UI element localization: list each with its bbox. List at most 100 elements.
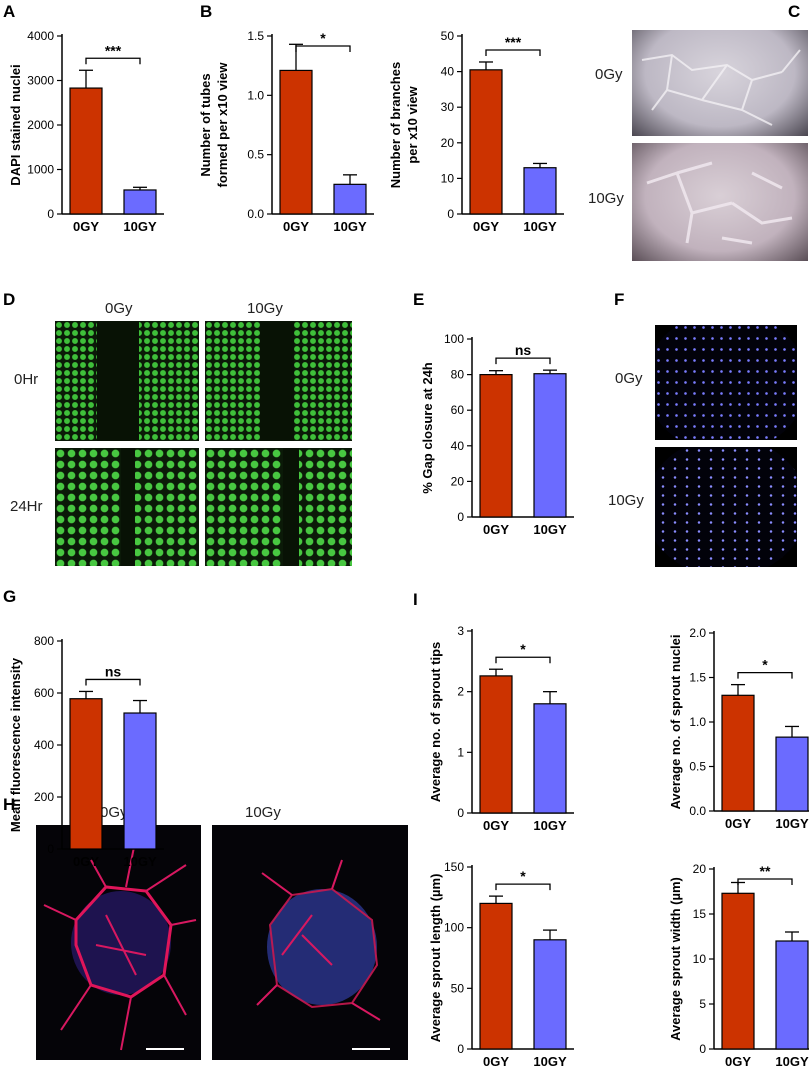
bar-b2-10gy (523, 167, 557, 215)
f-label-0gy: 0Gy (615, 370, 643, 387)
bar-a-10gy (123, 189, 157, 215)
significance-bracket-b1 (295, 45, 351, 52)
dapi-nuclei-0gy (655, 325, 797, 440)
panel-label-b: B (200, 2, 213, 21)
y-tick-label-e: 80 (451, 368, 465, 382)
bar-i4-10gy (775, 940, 809, 1050)
y-tick-label-b2: 40 (441, 65, 455, 79)
significance-bracket-i4 (737, 878, 793, 885)
significance-label-g: ns (105, 663, 122, 679)
y-tick-label-i4: 10 (693, 952, 707, 966)
panel-label-d: D (3, 290, 16, 309)
significance-label-e: ns (515, 342, 532, 358)
dapi-image-10gy (655, 447, 797, 567)
x-tick-label-e: 0GY (483, 522, 509, 537)
f-label-10gy: 10Gy (608, 492, 644, 509)
wound-gap (260, 321, 294, 441)
wound-image-0gy-0hr (55, 321, 199, 441)
significance-bracket-a (85, 57, 141, 65)
y-tick-label-i2: 0.5 (689, 760, 706, 774)
y-axis-label-b1: formed per x10 view (215, 62, 230, 188)
y-tick-label-e: 60 (451, 403, 465, 417)
y-tick-label-a: 0 (47, 207, 54, 221)
significance-label-a: *** (105, 42, 122, 58)
y-tick-label-i2: 0.0 (689, 804, 706, 818)
x-tick-label-b2: 10GY (523, 219, 557, 234)
y-tick-label-a: 1000 (27, 163, 54, 177)
significance-bracket-i2 (737, 671, 793, 679)
y-tick-label-a: 2000 (27, 118, 54, 132)
y-tick-label-i2: 2.0 (689, 626, 706, 640)
y-tick-label-b1: 0.5 (247, 148, 264, 162)
bar-i3-10gy (533, 939, 567, 1050)
y-tick-label-b2: 30 (441, 100, 455, 114)
y-tick-label-i4: 0 (699, 1042, 706, 1056)
panel-label-i: I (413, 590, 418, 609)
tube-network-10gy (646, 161, 793, 245)
significance-label-i1: * (520, 641, 526, 657)
bar-i2-0gy (721, 694, 755, 812)
y-tick-label-g: 400 (34, 738, 54, 752)
h-col-label-10gy: 10Gy (245, 804, 281, 821)
significance-bracket-b2 (485, 49, 541, 56)
bar-e-10gy (533, 373, 567, 518)
panel-label-c: C (788, 2, 801, 21)
bar-a-0gy (69, 87, 103, 215)
bar-i4-0gy (721, 892, 755, 1050)
x-tick-label-i1: 10GY (533, 818, 567, 833)
bar-i1-0gy (479, 675, 513, 814)
wound-image-0gy-24hr (55, 448, 199, 566)
scale-bar (146, 1048, 184, 1050)
bar-b2-0gy (469, 69, 503, 215)
y-axis-label-a: DAPI stained nuclei (8, 64, 23, 185)
spheroid-10gy (256, 859, 381, 1021)
y-tick-label-i3: 150 (444, 860, 464, 874)
x-tick-label-a: 0GY (73, 219, 99, 234)
c-label-10gy: 10Gy (588, 190, 624, 207)
y-axis-label-i4: Average sprout width (µm) (668, 877, 683, 1041)
tube-image-0gy (632, 30, 808, 136)
y-tick-label-b2: 50 (441, 29, 455, 43)
y-axis-label-g: Mean fluorescence intensity (8, 657, 23, 832)
y-tick-label-i1: 2 (457, 685, 464, 699)
d-row-label-24hr: 24Hr (10, 498, 43, 515)
y-tick-label-i1: 3 (457, 624, 464, 638)
bar-g-10gy (123, 712, 157, 850)
dapi-image-0gy (655, 325, 797, 440)
y-axis-label-b2: Number of branches (388, 62, 403, 188)
x-tick-label-e: 10GY (533, 522, 567, 537)
y-tick-label-i4: 20 (693, 862, 707, 876)
bar-i1-10gy (533, 703, 567, 814)
wound-gap (97, 321, 139, 441)
bar-e-0gy (479, 374, 513, 518)
y-tick-label-a: 4000 (27, 29, 54, 43)
y-tick-label-b2: 10 (441, 171, 455, 185)
significance-label-b1: * (320, 30, 326, 46)
y-tick-label-i4: 15 (693, 907, 707, 921)
y-axis-label-b1: Number of tubes (198, 73, 213, 176)
y-tick-label-a: 3000 (27, 74, 54, 88)
y-tick-label-i2: 1.0 (689, 715, 706, 729)
wound-gap (283, 448, 299, 566)
y-tick-label-g: 200 (34, 790, 54, 804)
significance-label-b2: *** (505, 34, 522, 50)
y-tick-label-b2: 0 (447, 207, 454, 221)
spheroid-image-10gy (212, 825, 408, 1060)
x-tick-label-a: 10GY (123, 219, 157, 234)
y-axis-label-i1: Average no. of sprout tips (428, 642, 443, 803)
h-col-label-0gy: 0Gy (100, 804, 128, 821)
y-tick-label-i3: 0 (457, 1042, 464, 1056)
x-tick-label-i3: 0GY (483, 1054, 509, 1067)
x-tick-label-i4: 0GY (725, 1054, 751, 1067)
y-tick-label-i4: 5 (699, 997, 706, 1011)
d-row-label-0hr: 0Hr (14, 371, 39, 388)
spheroid-image-0gy (36, 825, 201, 1060)
x-tick-label-b1: 10GY (333, 219, 367, 234)
significance-label-i4: ** (760, 863, 771, 879)
y-tick-label-e: 20 (451, 474, 465, 488)
y-tick-label-i2: 1.5 (689, 671, 706, 685)
y-tick-label-g: 0 (47, 842, 54, 856)
x-tick-label-i4: 10GY (775, 1054, 809, 1067)
significance-bracket-g (85, 678, 141, 686)
